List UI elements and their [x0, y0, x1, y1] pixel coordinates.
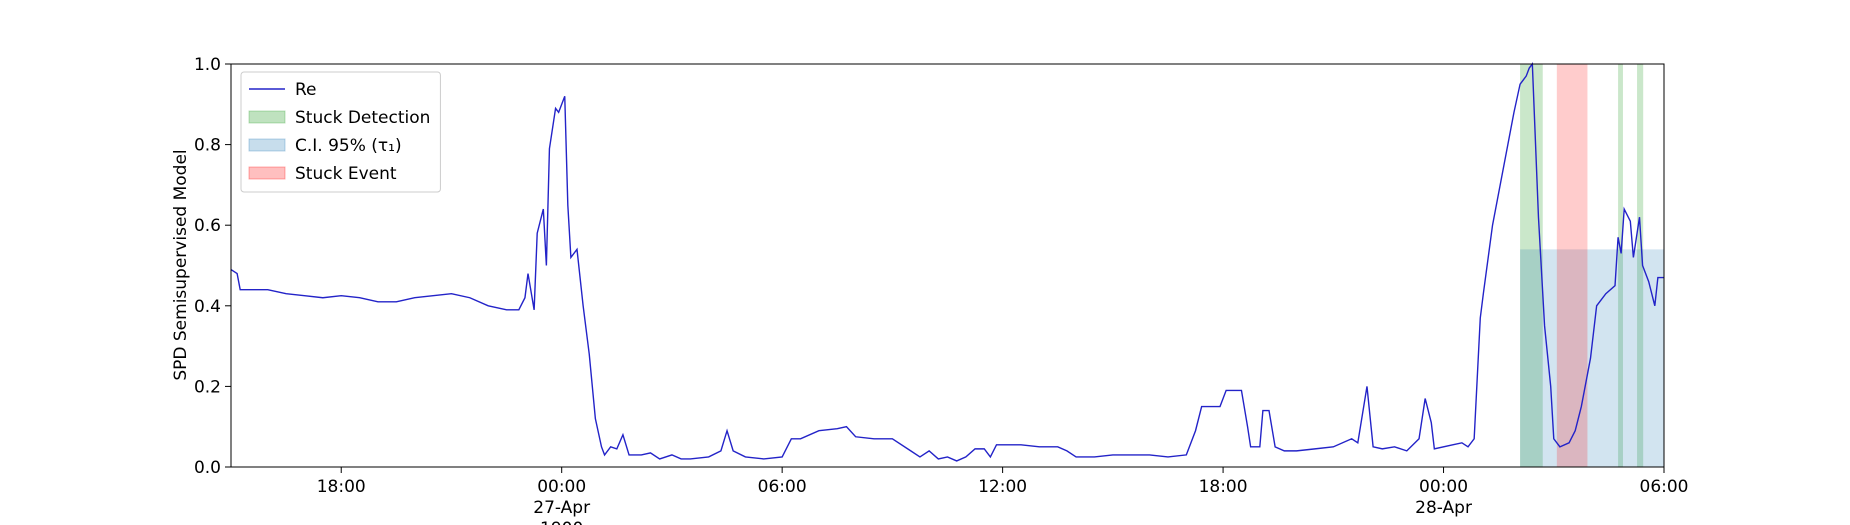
region-span — [1618, 64, 1623, 467]
region-span — [1637, 64, 1644, 467]
legend-patch — [248, 110, 286, 124]
legend-label: Stuck Event — [295, 164, 397, 184]
x-tick-label: 18:00 — [317, 477, 366, 497]
x-tick-label: 00:00 28-Apr — [1415, 477, 1472, 518]
x-tick-label-line: 18:00 — [1199, 477, 1248, 497]
data-line — [230, 62, 1664, 462]
plot-frame — [230, 63, 1665, 468]
y-axis-label: SPD Semisupervised Model — [171, 149, 191, 380]
y-tick-label: 1.0 — [194, 55, 221, 75]
x-tick-label-line: 00:00 — [1419, 477, 1468, 497]
legend-label: Stuck Detection — [295, 108, 430, 128]
region-span — [1556, 64, 1588, 467]
y-tick-label: 0.6 — [194, 216, 221, 236]
legend-box — [240, 71, 441, 193]
legend-patch — [248, 166, 286, 180]
region-span — [1520, 64, 1543, 467]
x-tick-label-line: 12:00 — [978, 477, 1027, 497]
y-tick-label: 0.0 — [194, 458, 221, 478]
x-tick-label-line: 28-Apr — [1415, 498, 1472, 518]
x-tick-label: 12:00 — [978, 477, 1027, 497]
x-tick-label-line: 27-Apr — [533, 498, 590, 518]
y-tick-label: 0.8 — [194, 136, 221, 156]
y-tick-label: 0.2 — [194, 377, 221, 397]
x-tick-label-line: 06:00 — [758, 477, 807, 497]
legend-label: C.I. 95% (τ₁) — [295, 136, 402, 156]
region-span — [1520, 249, 1664, 467]
x-tick-label-line: 06:00 — [1640, 477, 1689, 497]
x-tick-label: 06:00 — [1640, 477, 1689, 497]
x-tick-label-line: 1900 — [540, 519, 583, 525]
x-tick-label: 06:00 — [758, 477, 807, 497]
legend-label: Re — [295, 80, 317, 100]
y-tick-label: 0.4 — [194, 297, 221, 317]
legend-patch — [248, 138, 286, 152]
x-tick-label-line: 18:00 — [317, 477, 366, 497]
legend: Re Stuck Detection C.I. 95% (τ₁) Stuck Even… — [240, 71, 441, 193]
x-tick-label-line: 00:00 — [537, 477, 586, 497]
x-tick-label: 18:00 — [1199, 477, 1248, 497]
